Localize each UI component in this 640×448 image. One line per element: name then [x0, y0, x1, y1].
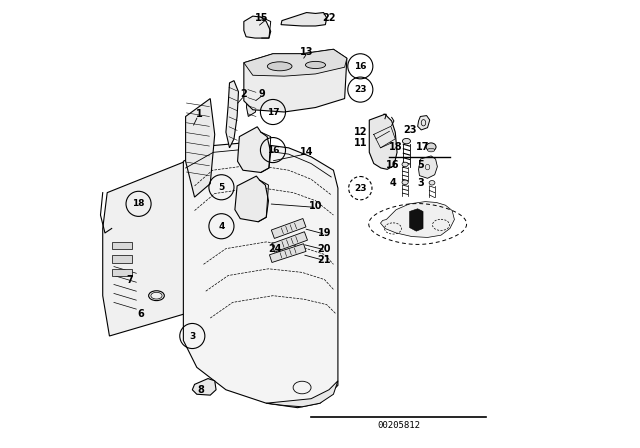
- Text: 16: 16: [267, 146, 279, 155]
- Ellipse shape: [402, 180, 408, 185]
- Polygon shape: [380, 202, 454, 237]
- Text: 4: 4: [218, 222, 225, 231]
- Text: 13: 13: [300, 47, 314, 56]
- Text: 4: 4: [390, 178, 396, 188]
- Text: 3: 3: [189, 332, 195, 340]
- Polygon shape: [410, 209, 423, 231]
- Text: 19: 19: [317, 228, 332, 238]
- Polygon shape: [246, 83, 257, 116]
- Bar: [112, 242, 132, 249]
- Text: 17: 17: [416, 142, 430, 152]
- Text: 17: 17: [267, 108, 279, 116]
- Text: 9: 9: [259, 89, 265, 99]
- Text: 7: 7: [126, 275, 133, 285]
- Ellipse shape: [426, 143, 436, 151]
- Text: 3: 3: [417, 178, 424, 188]
- Text: 15: 15: [255, 13, 269, 23]
- Ellipse shape: [402, 162, 408, 167]
- Text: 14: 14: [300, 147, 314, 157]
- Polygon shape: [244, 16, 271, 38]
- Text: 10: 10: [308, 201, 323, 211]
- Polygon shape: [184, 142, 338, 408]
- Ellipse shape: [428, 148, 435, 152]
- Polygon shape: [269, 244, 306, 263]
- Text: 24: 24: [268, 244, 282, 254]
- Bar: [112, 269, 132, 276]
- Polygon shape: [186, 99, 215, 197]
- Ellipse shape: [305, 61, 326, 69]
- Polygon shape: [281, 13, 327, 26]
- Text: 12: 12: [353, 127, 367, 137]
- Polygon shape: [235, 176, 269, 222]
- Ellipse shape: [268, 62, 292, 71]
- Text: 2: 2: [241, 89, 247, 99]
- Polygon shape: [369, 114, 397, 169]
- Polygon shape: [419, 156, 437, 178]
- Text: 6: 6: [138, 309, 144, 319]
- Polygon shape: [271, 232, 307, 252]
- Ellipse shape: [429, 181, 435, 185]
- Text: 23: 23: [354, 184, 367, 193]
- Text: 8: 8: [198, 385, 205, 395]
- Text: 21: 21: [317, 255, 332, 265]
- Polygon shape: [192, 379, 216, 395]
- Polygon shape: [237, 127, 271, 172]
- Text: 1: 1: [196, 109, 202, 119]
- Text: 20: 20: [317, 244, 332, 254]
- Polygon shape: [244, 49, 347, 112]
- Polygon shape: [103, 161, 199, 336]
- Polygon shape: [226, 81, 239, 148]
- Text: 18: 18: [132, 199, 145, 208]
- Text: 22: 22: [322, 13, 336, 23]
- Text: 5: 5: [417, 160, 424, 170]
- Polygon shape: [244, 49, 347, 76]
- Text: 23: 23: [403, 125, 417, 135]
- Ellipse shape: [403, 138, 410, 144]
- Text: 11: 11: [353, 138, 367, 148]
- Polygon shape: [266, 381, 338, 407]
- Text: 16: 16: [354, 62, 367, 71]
- Text: 00205812: 00205812: [377, 421, 420, 430]
- Text: 16: 16: [387, 160, 400, 170]
- Text: 18: 18: [388, 142, 402, 152]
- Polygon shape: [271, 219, 306, 238]
- Text: 5: 5: [218, 183, 225, 192]
- Text: 23: 23: [354, 85, 367, 94]
- Bar: [112, 255, 132, 263]
- Polygon shape: [418, 116, 430, 130]
